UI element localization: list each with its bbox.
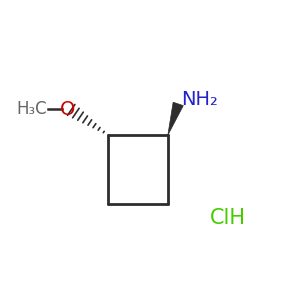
Text: H₃C: H₃C (17, 100, 47, 118)
Text: O: O (60, 100, 75, 119)
Text: NH₂: NH₂ (181, 90, 218, 109)
Polygon shape (168, 102, 183, 135)
Text: ClH: ClH (209, 208, 245, 228)
